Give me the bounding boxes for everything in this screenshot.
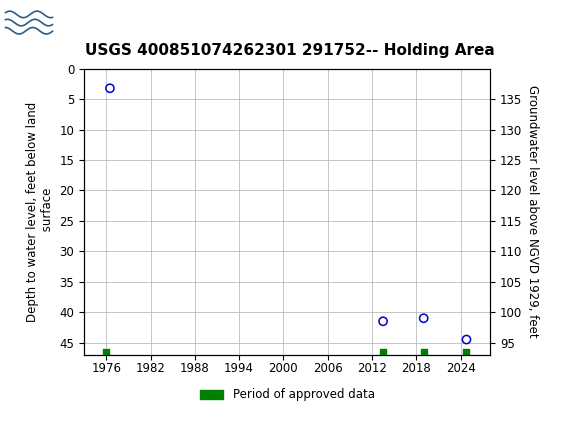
Point <box>419 315 428 322</box>
FancyBboxPatch shape <box>3 2 55 43</box>
Y-axis label: Depth to water level, feet below land
 surface: Depth to water level, feet below land su… <box>26 101 54 322</box>
Point <box>419 348 428 355</box>
Point <box>462 336 471 343</box>
Point <box>378 348 387 355</box>
Text: USGS: USGS <box>93 14 148 31</box>
Point <box>106 85 115 92</box>
Point <box>462 348 471 355</box>
Point <box>378 318 387 325</box>
Legend: Period of approved data: Period of approved data <box>195 384 379 406</box>
Y-axis label: Groundwater level above NGVD 1929, feet: Groundwater level above NGVD 1929, feet <box>526 86 539 338</box>
Point <box>102 348 111 355</box>
Text: USGS 400851074262301 291752-- Holding Area: USGS 400851074262301 291752-- Holding Ar… <box>85 43 495 58</box>
